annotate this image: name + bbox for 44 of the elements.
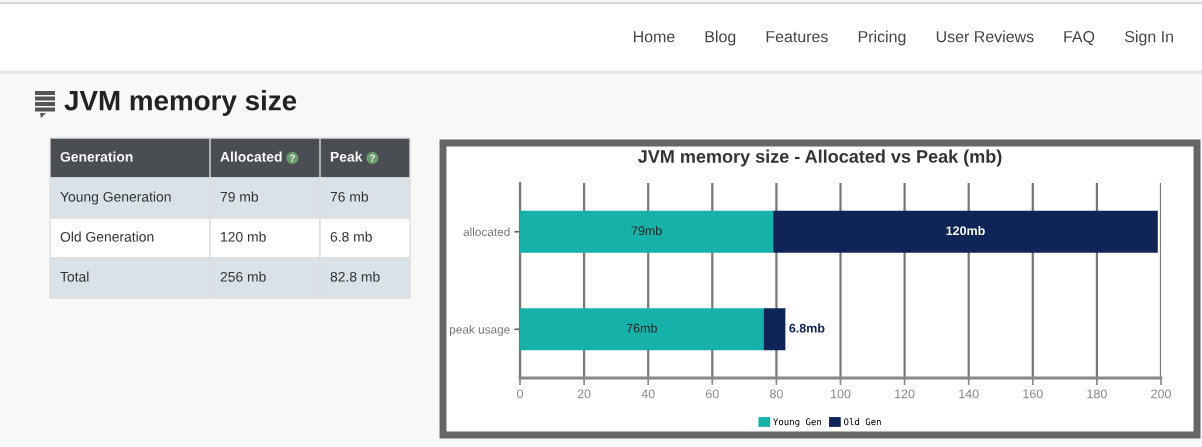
x-tick-label: 180 [1087,389,1107,399]
data-label: 120mb [946,225,985,236]
text: Features [766,31,828,43]
category-label: Total [60,271,89,282]
x-tick-label: 120 [895,389,915,399]
legend-label: Old Gen [844,418,881,426]
legend-label: Young Gen [773,418,822,427]
text: 82.8 mb [330,271,380,282]
bar [773,210,1158,253]
text: 79 mb [220,191,259,202]
x-tick-label: 0 [517,389,523,399]
data-label: 6.8mb [789,323,825,333]
x-tick-label: 20 [577,389,591,399]
bar [520,210,774,253]
x-tick-label: 200 [1151,389,1171,399]
bar [763,308,786,351]
data-label: 79mb [631,225,662,236]
data-label: 76mb [626,323,657,333]
x-tick-label: 140 [959,389,979,399]
text: 6.8 mb [330,231,372,242]
x-tick-label: 60 [705,389,719,399]
text: Generation [60,151,133,162]
text: Pricing [858,30,906,46]
category-label: Allocated [220,151,282,162]
y-tick-label: peak usage [450,324,510,336]
x-tick-label: 160 [1023,389,1043,399]
text: 76 mb [330,191,369,202]
text: Blog [705,30,736,46]
bar [520,308,764,351]
x-tick-label: 80 [769,389,783,399]
text: JVM memory size [64,90,297,116]
text: Home [633,31,675,43]
category-label: Young Generation [60,191,171,205]
text: 120 mb [221,231,266,242]
category-label: Peak [330,151,363,162]
x-tick-label: 40 [641,389,655,399]
text: Sign In [1125,30,1173,46]
chart-title: JVM memory size - Allocated vs Peak (mb) [637,149,1002,167]
x-tick-label: 100 [831,389,851,399]
text: 256 mb [220,271,266,282]
y-tick-label: allocated [463,227,510,237]
text: FAQ [1064,30,1095,46]
category-label: Old Generation [60,231,154,242]
text: User Reviews [936,30,1034,43]
